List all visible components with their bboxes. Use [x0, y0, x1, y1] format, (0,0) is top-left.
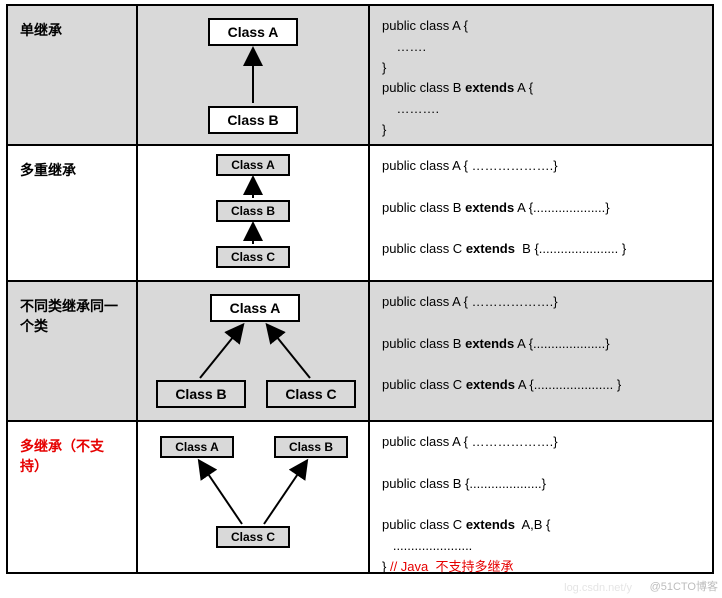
code-line: public class B extends A {..............…	[382, 334, 700, 355]
code-line	[382, 177, 700, 198]
code-cell: public class A { ……………….} public class B…	[370, 282, 712, 420]
inheritance-table: 单继承Class AClass Bpublic class A { …….}pu…	[6, 4, 714, 574]
inheritance-arrow	[268, 326, 310, 378]
watermark: @51CTO博客	[650, 578, 718, 594]
label-cell: 多重继承	[8, 146, 138, 280]
watermark-faint: log.csdn.net/y	[564, 582, 632, 594]
row-multilevel: 多重继承 Class A Class B Class C public class A …	[8, 146, 712, 282]
class-box: Class A	[216, 154, 290, 176]
code-line: public class B extends A {..............…	[382, 198, 700, 219]
code-line: public class C extends A {..............…	[382, 375, 700, 396]
code-line: public class A {	[382, 16, 700, 37]
row-label: 不同类继承同一个类	[20, 296, 124, 336]
class-box: Class A	[210, 294, 300, 322]
inheritance-arrow	[200, 462, 242, 524]
code-line	[382, 453, 700, 474]
row-label: 单继承	[20, 20, 124, 40]
class-box: Class C	[216, 526, 290, 548]
diagram-cell: Class A Class B Class C	[138, 422, 370, 572]
row-label: 多重继承	[20, 160, 124, 180]
code-line: public class A { ……………….}	[382, 292, 700, 313]
diagram-cell: Class A Class B Class C	[138, 146, 370, 280]
code-line: }	[382, 120, 700, 141]
code-cell: public class A { …….}public class B exte…	[370, 6, 712, 144]
code-line: public class C extends B {..............…	[382, 239, 700, 260]
class-box: Class B	[274, 436, 348, 458]
diagram-cell: Class A Class B Class C	[138, 282, 370, 420]
label-cell: 多继承（不支持）	[8, 422, 138, 572]
inheritance-arrow	[200, 326, 242, 378]
class-box: Class B	[216, 200, 290, 222]
code-line	[382, 494, 700, 515]
row-hierarchical: 不同类继承同一个类 Class A Class B Class C public cla…	[8, 282, 712, 422]
code-line: }	[382, 58, 700, 79]
code-line: public class C extends A,B {	[382, 515, 700, 536]
class-box: Class A	[160, 436, 234, 458]
arrow-layer	[138, 282, 368, 420]
code-line: public class A { ……………….}	[382, 156, 700, 177]
code-line: ......................	[382, 536, 700, 557]
class-box: Class B	[156, 380, 246, 408]
code-line	[382, 218, 700, 239]
arrow-layer	[138, 6, 368, 144]
code-line: public class B {....................}	[382, 474, 700, 495]
class-box: Class B	[208, 106, 298, 134]
code-cell: public class A { ……………….} public class B…	[370, 422, 712, 572]
code-line: ……….	[382, 99, 700, 120]
row-multiple: 多继承（不支持） Class A Class B Class C public clas…	[8, 422, 712, 572]
row-label: 多继承（不支持）	[20, 436, 124, 476]
class-box: Class A	[208, 18, 298, 46]
code-line: …….	[382, 37, 700, 58]
diagram-cell: Class A Class B	[138, 6, 370, 144]
label-cell: 单继承	[8, 6, 138, 144]
label-cell: 不同类继承同一个类	[8, 282, 138, 420]
code-cell: public class A { ……………….} public class B…	[370, 146, 712, 280]
inheritance-arrow	[264, 462, 306, 524]
code-line: } // Java 不支持多继承	[382, 557, 700, 578]
code-line	[382, 354, 700, 375]
row-single: 单继承Class AClass Bpublic class A { …….}pu…	[8, 6, 712, 146]
arrow-layer	[138, 422, 368, 572]
class-box: Class C	[216, 246, 290, 268]
class-box: Class C	[266, 380, 356, 408]
code-line: public class A { ……………….}	[382, 432, 700, 453]
arrow-layer	[138, 146, 368, 280]
code-line	[382, 313, 700, 334]
code-line: public class B extends A {	[382, 78, 700, 99]
